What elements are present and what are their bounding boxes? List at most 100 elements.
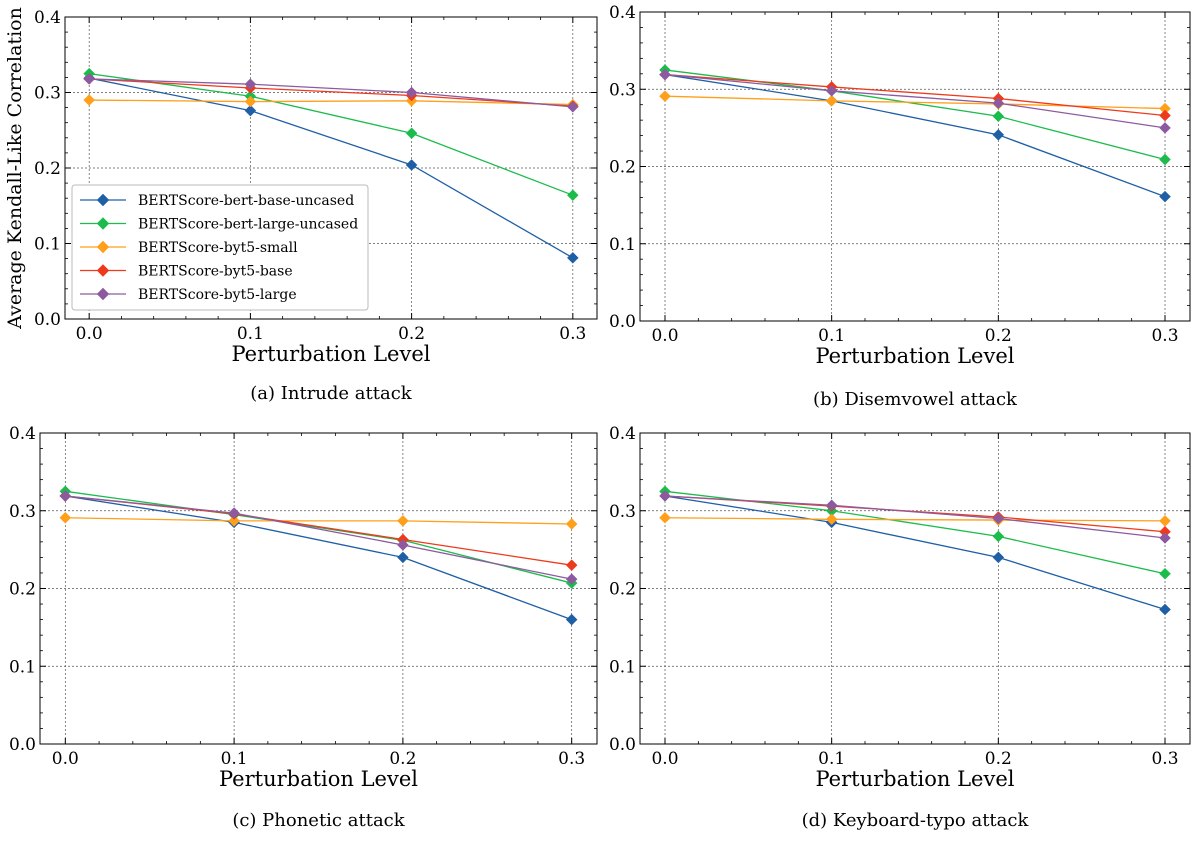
- series-line: [664, 495, 1166, 533]
- legend-label: BERTScore-bert-base-uncased: [138, 193, 354, 209]
- data-point: [825, 513, 838, 526]
- data-point: [1159, 532, 1171, 544]
- legend: BERTScore-bert-base-uncased BERTScore-ber…: [71, 184, 369, 311]
- y-tick-label: 0.3: [34, 84, 61, 104]
- panel-c: 0.0 0.1 0.2 0.3 0.0 0.1 0.2 0.3 0.4 Perturbation…: [9, 424, 598, 831]
- x-axis-label: Perturbation Level: [816, 767, 1015, 791]
- y-tick-label: 0.0: [609, 312, 636, 332]
- series-line: [664, 495, 1166, 611]
- series-line: [89, 72, 574, 196]
- data-point: [83, 94, 96, 106]
- x-tick-label: 0.2: [389, 749, 416, 769]
- y-tick-label: 0.2: [609, 580, 636, 600]
- x-tick-label: 0.2: [985, 749, 1012, 769]
- x-tick-label: 0.1: [237, 324, 264, 344]
- series-line: [664, 490, 1166, 575]
- y-tick-label: 0.3: [609, 80, 636, 100]
- data-point: [228, 515, 240, 527]
- series-line: [65, 495, 572, 621]
- data-point: [659, 511, 671, 524]
- data-point: [405, 86, 418, 99]
- y-tick-label: 0.0: [609, 735, 636, 755]
- data-point: [566, 100, 579, 113]
- y-tick-label: 0.4: [609, 424, 636, 444]
- grid: [40, 433, 597, 744]
- panel-a: 0.0 0.1 0.2 0.3 0.0 0.1 0.2 0.3 0.4 Perturbation…: [4, 7, 598, 404]
- x-axis-label: Perturbation Level: [816, 344, 1015, 368]
- legend-swatch-marker: [96, 264, 110, 277]
- series-line: [664, 73, 1166, 117]
- y-tick-label: 0.2: [609, 158, 636, 178]
- data-point: [566, 251, 579, 264]
- legend-swatch-marker: [96, 193, 110, 207]
- grid: [640, 433, 1190, 744]
- data-point: [992, 512, 1005, 525]
- data-point: [1159, 190, 1171, 203]
- series-line: [89, 78, 573, 107]
- data-point: [1159, 567, 1171, 580]
- x-tick-label: 0.2: [985, 326, 1012, 346]
- axis-ticks: 0.0 0.1 0.2 0.3 0.0 0.1 0.2 0.3 0.4: [609, 424, 1190, 769]
- y-tick-label: 0.0: [34, 310, 61, 330]
- data-point: [405, 159, 418, 171]
- series-line: [89, 99, 573, 106]
- series-line: [65, 517, 572, 525]
- y-tick-label: 0.2: [9, 580, 36, 600]
- x-tick-label: 0.0: [52, 749, 79, 769]
- data-point: [992, 97, 1005, 110]
- data-point: [405, 127, 418, 140]
- data-point: [397, 539, 409, 551]
- y-tick-label: 0.4: [9, 424, 36, 444]
- x-axis-label: Perturbation Level: [232, 342, 431, 366]
- legend-label: BERTScore-byt5-small: [138, 240, 298, 256]
- plot-frame: [639, 11, 1191, 322]
- legend-swatch-marker: [96, 240, 110, 254]
- panel-caption: (a) Intrude attack: [250, 383, 413, 404]
- axis-ticks: 0.0 0.1 0.2 0.3 0.0 0.1 0.2 0.3 0.4: [34, 8, 597, 344]
- data-point: [565, 518, 578, 530]
- data-point: [244, 78, 257, 91]
- y-tick-label: 0.2: [34, 159, 61, 179]
- x-tick-label: 0.1: [818, 749, 845, 769]
- axis-ticks: 0.0 0.1 0.2 0.3 0.0 0.1 0.2 0.3 0.4: [9, 424, 597, 769]
- data-point: [992, 551, 1005, 564]
- panel-caption: (b) Disemvowel attack: [813, 389, 1018, 410]
- y-tick-label: 0.1: [609, 657, 636, 677]
- data-point: [825, 499, 838, 512]
- series-line: [65, 495, 572, 566]
- data-point: [244, 104, 257, 117]
- x-tick-label: 0.3: [1151, 749, 1178, 769]
- series-line: [664, 69, 1166, 161]
- data-point: [992, 530, 1005, 543]
- grid: [640, 12, 1190, 321]
- data-point: [566, 189, 579, 202]
- data-point: [992, 110, 1005, 123]
- series-line: [664, 73, 1166, 198]
- data-point: [659, 490, 671, 502]
- series-line: [664, 95, 1166, 110]
- data-point: [59, 490, 72, 502]
- series-line: [65, 495, 572, 580]
- y-tick-label: 0.1: [9, 657, 36, 677]
- y-tick-label: 0.1: [34, 235, 61, 255]
- data-point: [1159, 515, 1171, 527]
- y-tick-label: 0.3: [609, 502, 636, 522]
- y-tick-label: 0.4: [34, 8, 61, 28]
- plot-frame: [64, 16, 598, 320]
- data-point: [397, 551, 409, 564]
- series-line: [664, 495, 1166, 539]
- series-line: [89, 78, 573, 108]
- data-point: [59, 511, 72, 524]
- series-line: [65, 490, 572, 584]
- legend-label: BERTScore-byt5-large: [138, 287, 297, 303]
- x-tick-label: 0.0: [651, 749, 678, 769]
- x-tick-label: 0.3: [1151, 326, 1178, 346]
- legend-swatch-marker: [96, 217, 110, 230]
- data-point: [565, 559, 578, 572]
- series-line: [664, 517, 1166, 522]
- data-point: [565, 613, 578, 626]
- x-tick-label: 0.3: [558, 749, 585, 769]
- data-point: [992, 128, 1005, 141]
- y-axis-label: Average Kendall-Like Correlation: [4, 7, 26, 330]
